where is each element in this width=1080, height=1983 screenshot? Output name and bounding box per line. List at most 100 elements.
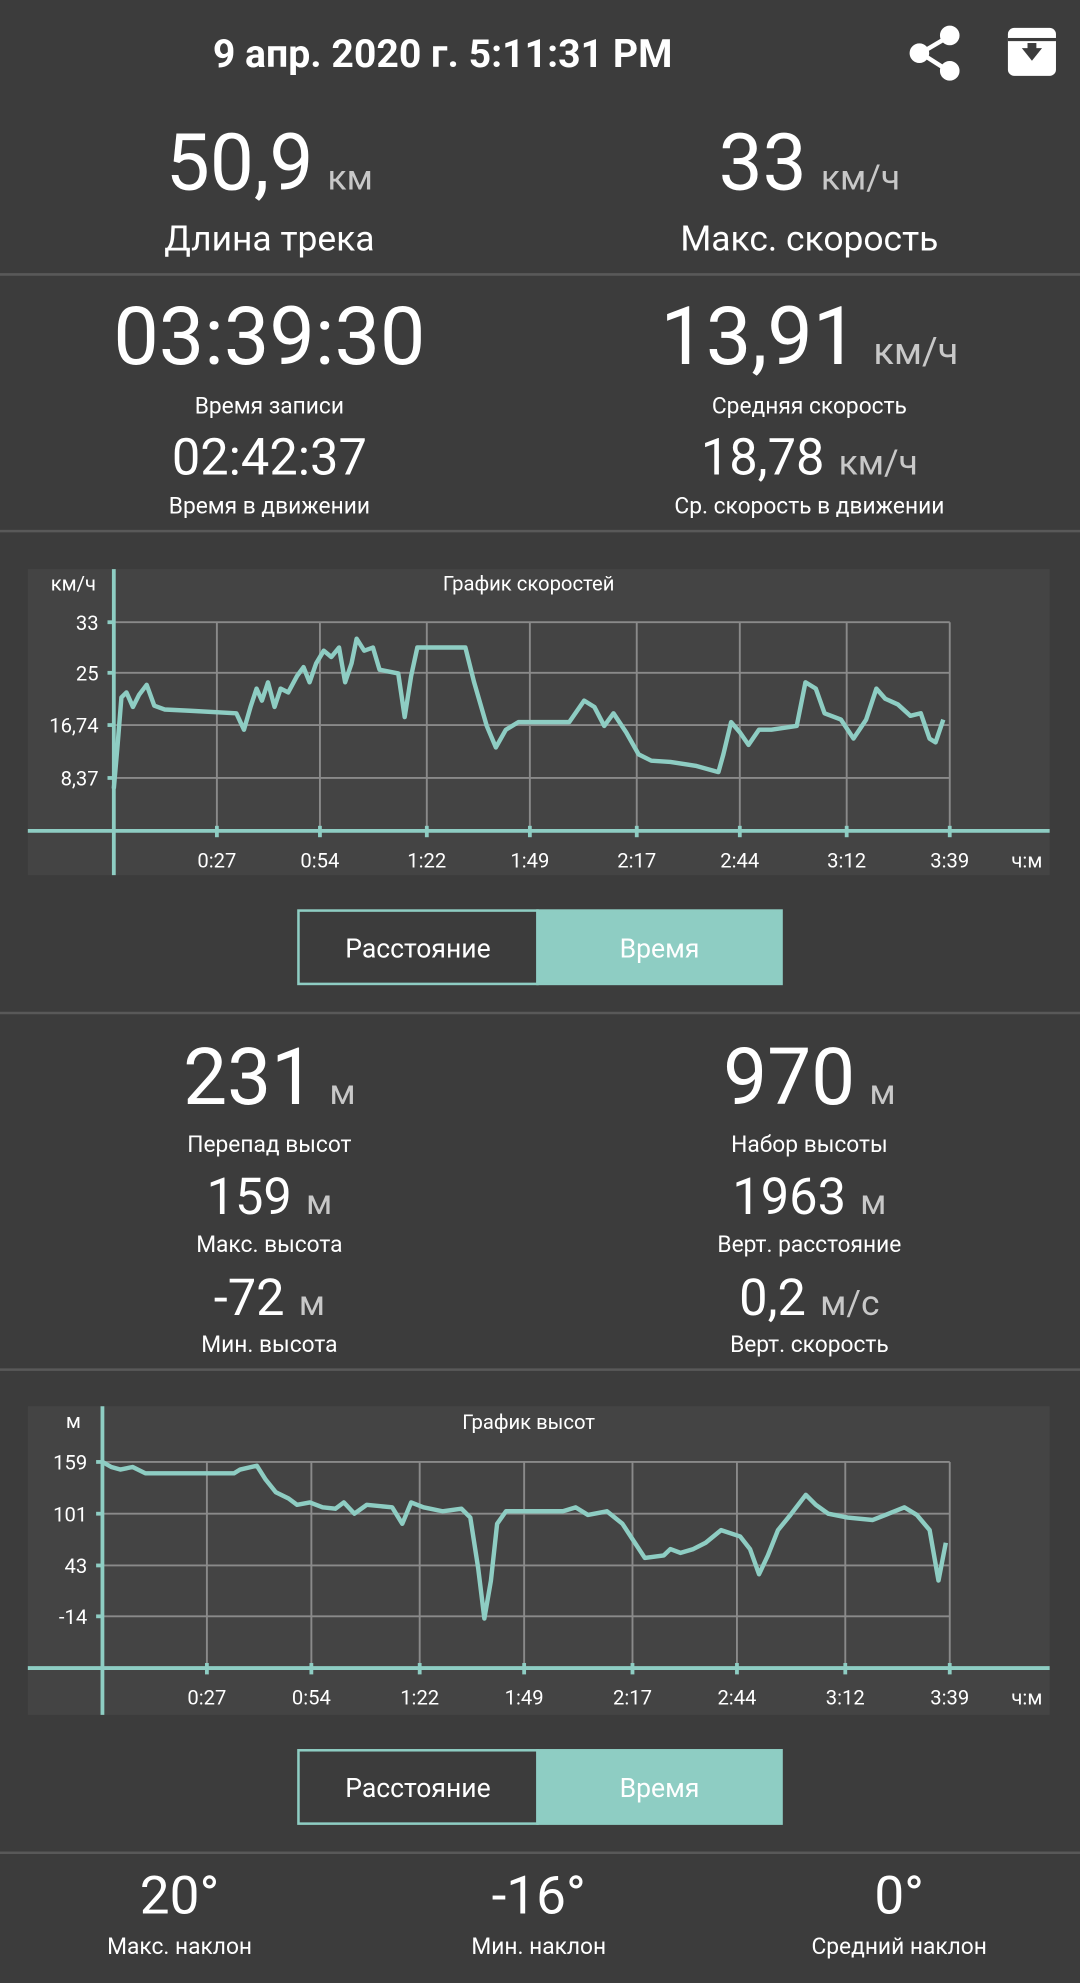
stat-number: 0°	[874, 1864, 924, 1926]
stat-unit: м	[329, 1071, 355, 1113]
stat-value: 0,2 м/с	[739, 1269, 879, 1328]
dividers	[0, 273, 1080, 1854]
stat-unit: км/ч	[821, 157, 900, 199]
stat-number: 20°	[140, 1864, 220, 1926]
toggle-label: Время	[620, 1773, 700, 1804]
stat-label: Время в движении	[169, 492, 370, 519]
x-tick-label: 3:39	[930, 849, 969, 873]
x-tick-label: 1:22	[400, 1686, 439, 1710]
x-axis-label: ч:м	[1011, 849, 1042, 873]
toggle-option[interactable]	[536, 1749, 783, 1825]
y-tick-label: -14	[59, 1605, 87, 1629]
stat-value: 50,9 км	[166, 118, 373, 210]
stat-number: 50,9	[166, 118, 314, 210]
stat-label: Средняя скорость	[712, 393, 907, 420]
stat-number: 03:39:30	[113, 289, 425, 384]
stat-label: Макс. скорость	[680, 217, 938, 259]
x-tick-label: 2:44	[717, 1686, 756, 1710]
data-line	[111, 636, 946, 789]
stat-value: 1963 м	[732, 1168, 886, 1227]
stat-number: 231	[183, 1032, 315, 1124]
stat-value: -16°	[492, 1864, 586, 1926]
y-tick-label: 101	[53, 1502, 87, 1526]
stat-number: 33	[719, 118, 807, 210]
y-axis-label: км/ч	[51, 572, 96, 596]
stat-unit: м	[299, 1282, 325, 1324]
x-tick-label: 2:44	[720, 849, 759, 873]
toggle-label: Расстояние	[345, 1773, 490, 1804]
stat-value: 20°	[140, 1864, 220, 1926]
stat-label: Верт. скорость	[730, 1331, 889, 1358]
toggle-option[interactable]	[297, 1749, 539, 1825]
stat-number: -16°	[492, 1864, 586, 1926]
stat-number: 13,91	[660, 289, 858, 384]
stat-label: Набор высоты	[731, 1131, 887, 1158]
stat-value: 18,78 км/ч	[701, 428, 918, 487]
stat-label: Мин. наклон	[471, 1933, 606, 1960]
stat-value: 970 м	[723, 1032, 896, 1124]
stat-label: Мин. высота	[201, 1331, 337, 1358]
stat-value: 03:39:30	[113, 289, 425, 384]
y-tick-label: 33	[76, 611, 99, 635]
stat-number: 970	[723, 1032, 855, 1124]
stat-unit: м	[306, 1181, 332, 1223]
stat-number: 0,2	[739, 1269, 806, 1328]
stat-value: 0°	[874, 1864, 924, 1926]
stat-unit: м	[869, 1071, 895, 1113]
x-tick-label: 0:27	[197, 849, 236, 873]
x-tick-label: 0:27	[187, 1686, 226, 1710]
stat-unit: м	[860, 1181, 886, 1223]
x-tick-label: 0:54	[292, 1686, 331, 1710]
stat-label: Время записи	[195, 393, 344, 420]
y-tick-label: 16,74	[49, 714, 98, 738]
stat-label: Ср. скорость в движении	[674, 492, 944, 519]
x-tick-label: 1:49	[505, 1686, 544, 1710]
stat-value: 13,91 км/ч	[660, 289, 958, 384]
toggle-label: Расстояние	[345, 933, 490, 964]
x-tick-label: 2:17	[613, 1686, 652, 1710]
x-tick-label: 3:12	[827, 849, 866, 873]
share-button[interactable]	[909, 25, 960, 81]
stat-label: Макс. наклон	[107, 1933, 252, 1960]
toggle-option[interactable]	[297, 909, 539, 986]
stat-value: 02:42:37	[172, 428, 367, 487]
stat-label: Макс. высота	[196, 1231, 342, 1258]
y-axis-label: м	[66, 1409, 81, 1433]
x-tick-label: 1:22	[407, 849, 446, 873]
stat-unit: км/ч	[839, 441, 918, 483]
x-axis-label: ч:м	[1011, 1686, 1042, 1710]
stat-label: Длина трека	[164, 217, 374, 259]
stat-value: 159 м	[207, 1168, 333, 1227]
x-tick-label: 1:49	[510, 849, 549, 873]
archive-button[interactable]	[1007, 27, 1056, 76]
stat-number: 1963	[732, 1168, 846, 1227]
stat-unit: км	[328, 157, 373, 199]
toggle-option[interactable]	[536, 909, 783, 986]
stat-value: -72 м	[214, 1269, 325, 1328]
stat-number: 18,78	[701, 428, 825, 487]
stat-label: Перепад высот	[187, 1131, 351, 1158]
y-tick-label: 43	[65, 1554, 88, 1578]
stat-number: 02:42:37	[172, 428, 367, 487]
stat-label: Средний наклон	[811, 1933, 986, 1960]
chart-title: График высот	[462, 1410, 595, 1434]
chart-background	[27, 1406, 1050, 1715]
header-title: 9 апр. 2020 г. 5:11:31 PM	[213, 31, 673, 77]
stat-number: -72	[214, 1269, 285, 1328]
y-tick-label: 25	[76, 661, 99, 685]
stat-value: 231 м	[183, 1032, 356, 1124]
chart-title: График скоростей	[443, 572, 614, 596]
stat-label: Верт. расстояние	[717, 1231, 901, 1258]
stat-value: 33 км/ч	[719, 118, 901, 210]
toggle-label: Время	[620, 933, 700, 964]
stat-number: 159	[207, 1168, 292, 1227]
x-tick-label: 0:54	[300, 849, 339, 873]
stat-unit: км/ч	[873, 330, 958, 374]
data-line	[101, 1460, 948, 1621]
x-tick-label: 2:17	[617, 849, 656, 873]
y-tick-label: 159	[53, 1451, 87, 1475]
x-tick-label: 3:39	[930, 1686, 969, 1710]
y-tick-label: 8,37	[61, 767, 99, 791]
